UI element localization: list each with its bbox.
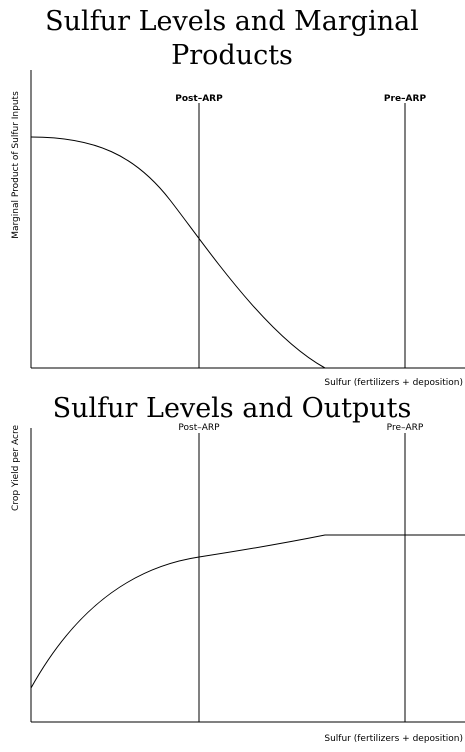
x-axis-label: Sulfur (fertilizers + deposition) <box>324 378 463 388</box>
marker-label: Pre–ARP <box>387 423 424 433</box>
bottom-title: Sulfur Levels and Outputs <box>53 393 412 424</box>
top-title: Products <box>171 40 293 71</box>
curve <box>30 534 465 689</box>
top-title: Sulfur Levels and Marginal <box>45 6 419 37</box>
x-axis-label: Sulfur (fertilizers + deposition) <box>324 734 463 744</box>
curve <box>30 136 326 369</box>
marker-label: Post–ARP <box>178 423 220 433</box>
marker-label: Pre–ARP <box>384 94 427 104</box>
marker-label: Post–ARP <box>175 94 223 104</box>
y-axis-label: Marginal Product of Sulfur Inputs <box>11 91 21 239</box>
y-axis-label: Crop Yield per Acre <box>11 425 21 511</box>
